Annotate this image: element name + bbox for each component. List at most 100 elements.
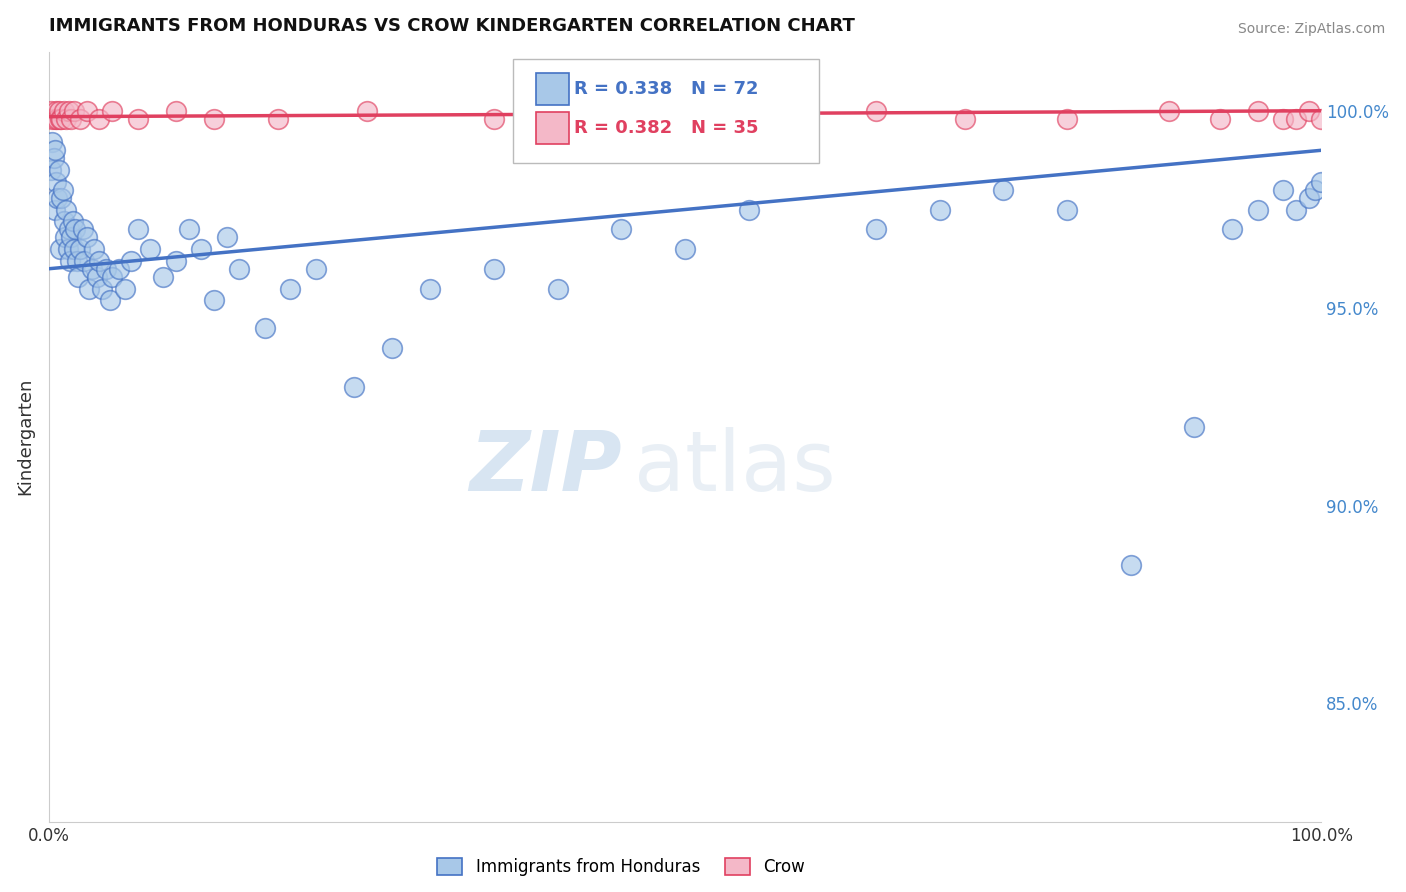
Point (865, 222, 887, 236)
Point (120, 253, 142, 268)
Point (253, 321, 276, 335)
Point (48, 163, 70, 178)
Point (89, 112, 111, 126)
Point (41, 112, 63, 126)
Point (673, 242, 696, 256)
Point (1119, 558, 1142, 572)
Point (1310, 112, 1333, 126)
Point (62, 214, 84, 228)
Point (79, 281, 101, 295)
Point (482, 261, 505, 276)
Point (228, 261, 250, 276)
Point (1247, 202, 1270, 217)
Point (58, 222, 80, 236)
Point (98, 293, 121, 308)
Point (610, 103, 633, 118)
Point (381, 341, 404, 355)
Point (51, 183, 73, 197)
Point (66, 269, 89, 284)
Point (356, 103, 378, 118)
Point (48, 103, 70, 118)
Point (1303, 183, 1326, 197)
Point (80, 261, 103, 276)
Point (65, 222, 87, 236)
Point (165, 253, 187, 268)
Point (280, 281, 302, 295)
Point (1056, 202, 1078, 217)
Legend: Immigrants from Honduras, Crow: Immigrants from Honduras, Crow (430, 851, 811, 883)
Point (89, 253, 111, 268)
Text: Source: ZipAtlas.com: Source: ZipAtlas.com (1237, 22, 1385, 37)
Point (1247, 103, 1270, 118)
Point (547, 281, 569, 295)
Point (1298, 103, 1320, 118)
Point (83, 242, 105, 256)
Point (44, 112, 66, 126)
Point (94, 261, 117, 276)
Point (610, 222, 633, 236)
Point (86, 269, 108, 284)
Point (737, 202, 759, 217)
Point (190, 242, 212, 256)
Point (101, 103, 124, 118)
Point (737, 112, 759, 126)
Point (44, 202, 66, 217)
Point (91, 281, 114, 295)
Point (152, 269, 174, 284)
Point (76, 103, 98, 118)
Point (59, 253, 82, 268)
Point (165, 103, 187, 118)
Point (1222, 222, 1244, 236)
Point (65, 253, 87, 268)
Point (63, 242, 86, 256)
Point (1310, 175, 1333, 189)
Point (1298, 191, 1320, 205)
Point (202, 112, 225, 126)
Point (953, 112, 976, 126)
Point (44, 143, 66, 157)
Point (928, 202, 950, 217)
Point (72, 222, 94, 236)
Y-axis label: Kindergarten: Kindergarten (17, 378, 35, 495)
Point (41, 136, 63, 150)
Point (49, 112, 72, 126)
Text: R = 0.382   N = 35: R = 0.382 N = 35 (574, 119, 759, 136)
Point (53, 230, 76, 244)
Point (177, 222, 200, 236)
Point (305, 261, 328, 276)
Text: R = 0.338   N = 72: R = 0.338 N = 72 (574, 80, 759, 98)
Point (482, 112, 505, 126)
Point (69, 242, 91, 256)
Point (139, 242, 162, 256)
Text: atlas: atlas (634, 427, 835, 508)
Point (51, 112, 73, 126)
Point (1056, 112, 1078, 126)
Point (52, 214, 75, 228)
Point (45, 103, 67, 118)
Point (69, 112, 91, 126)
Point (114, 281, 136, 295)
Point (1272, 112, 1295, 126)
Point (215, 230, 238, 244)
Point (1272, 183, 1295, 197)
Point (49, 242, 72, 256)
Point (107, 261, 129, 276)
Point (45, 175, 67, 189)
Point (52, 103, 75, 118)
Point (55, 202, 77, 217)
Point (63, 103, 86, 118)
Point (51, 191, 73, 205)
Point (1182, 419, 1205, 434)
Point (46, 191, 69, 205)
Point (39, 103, 62, 118)
Point (58, 103, 80, 118)
Point (56, 242, 79, 256)
Point (127, 112, 149, 126)
Point (60, 112, 83, 126)
Point (1285, 112, 1308, 126)
Point (419, 281, 441, 295)
Point (101, 269, 124, 284)
Point (46, 112, 69, 126)
Point (266, 112, 288, 126)
Point (865, 103, 887, 118)
